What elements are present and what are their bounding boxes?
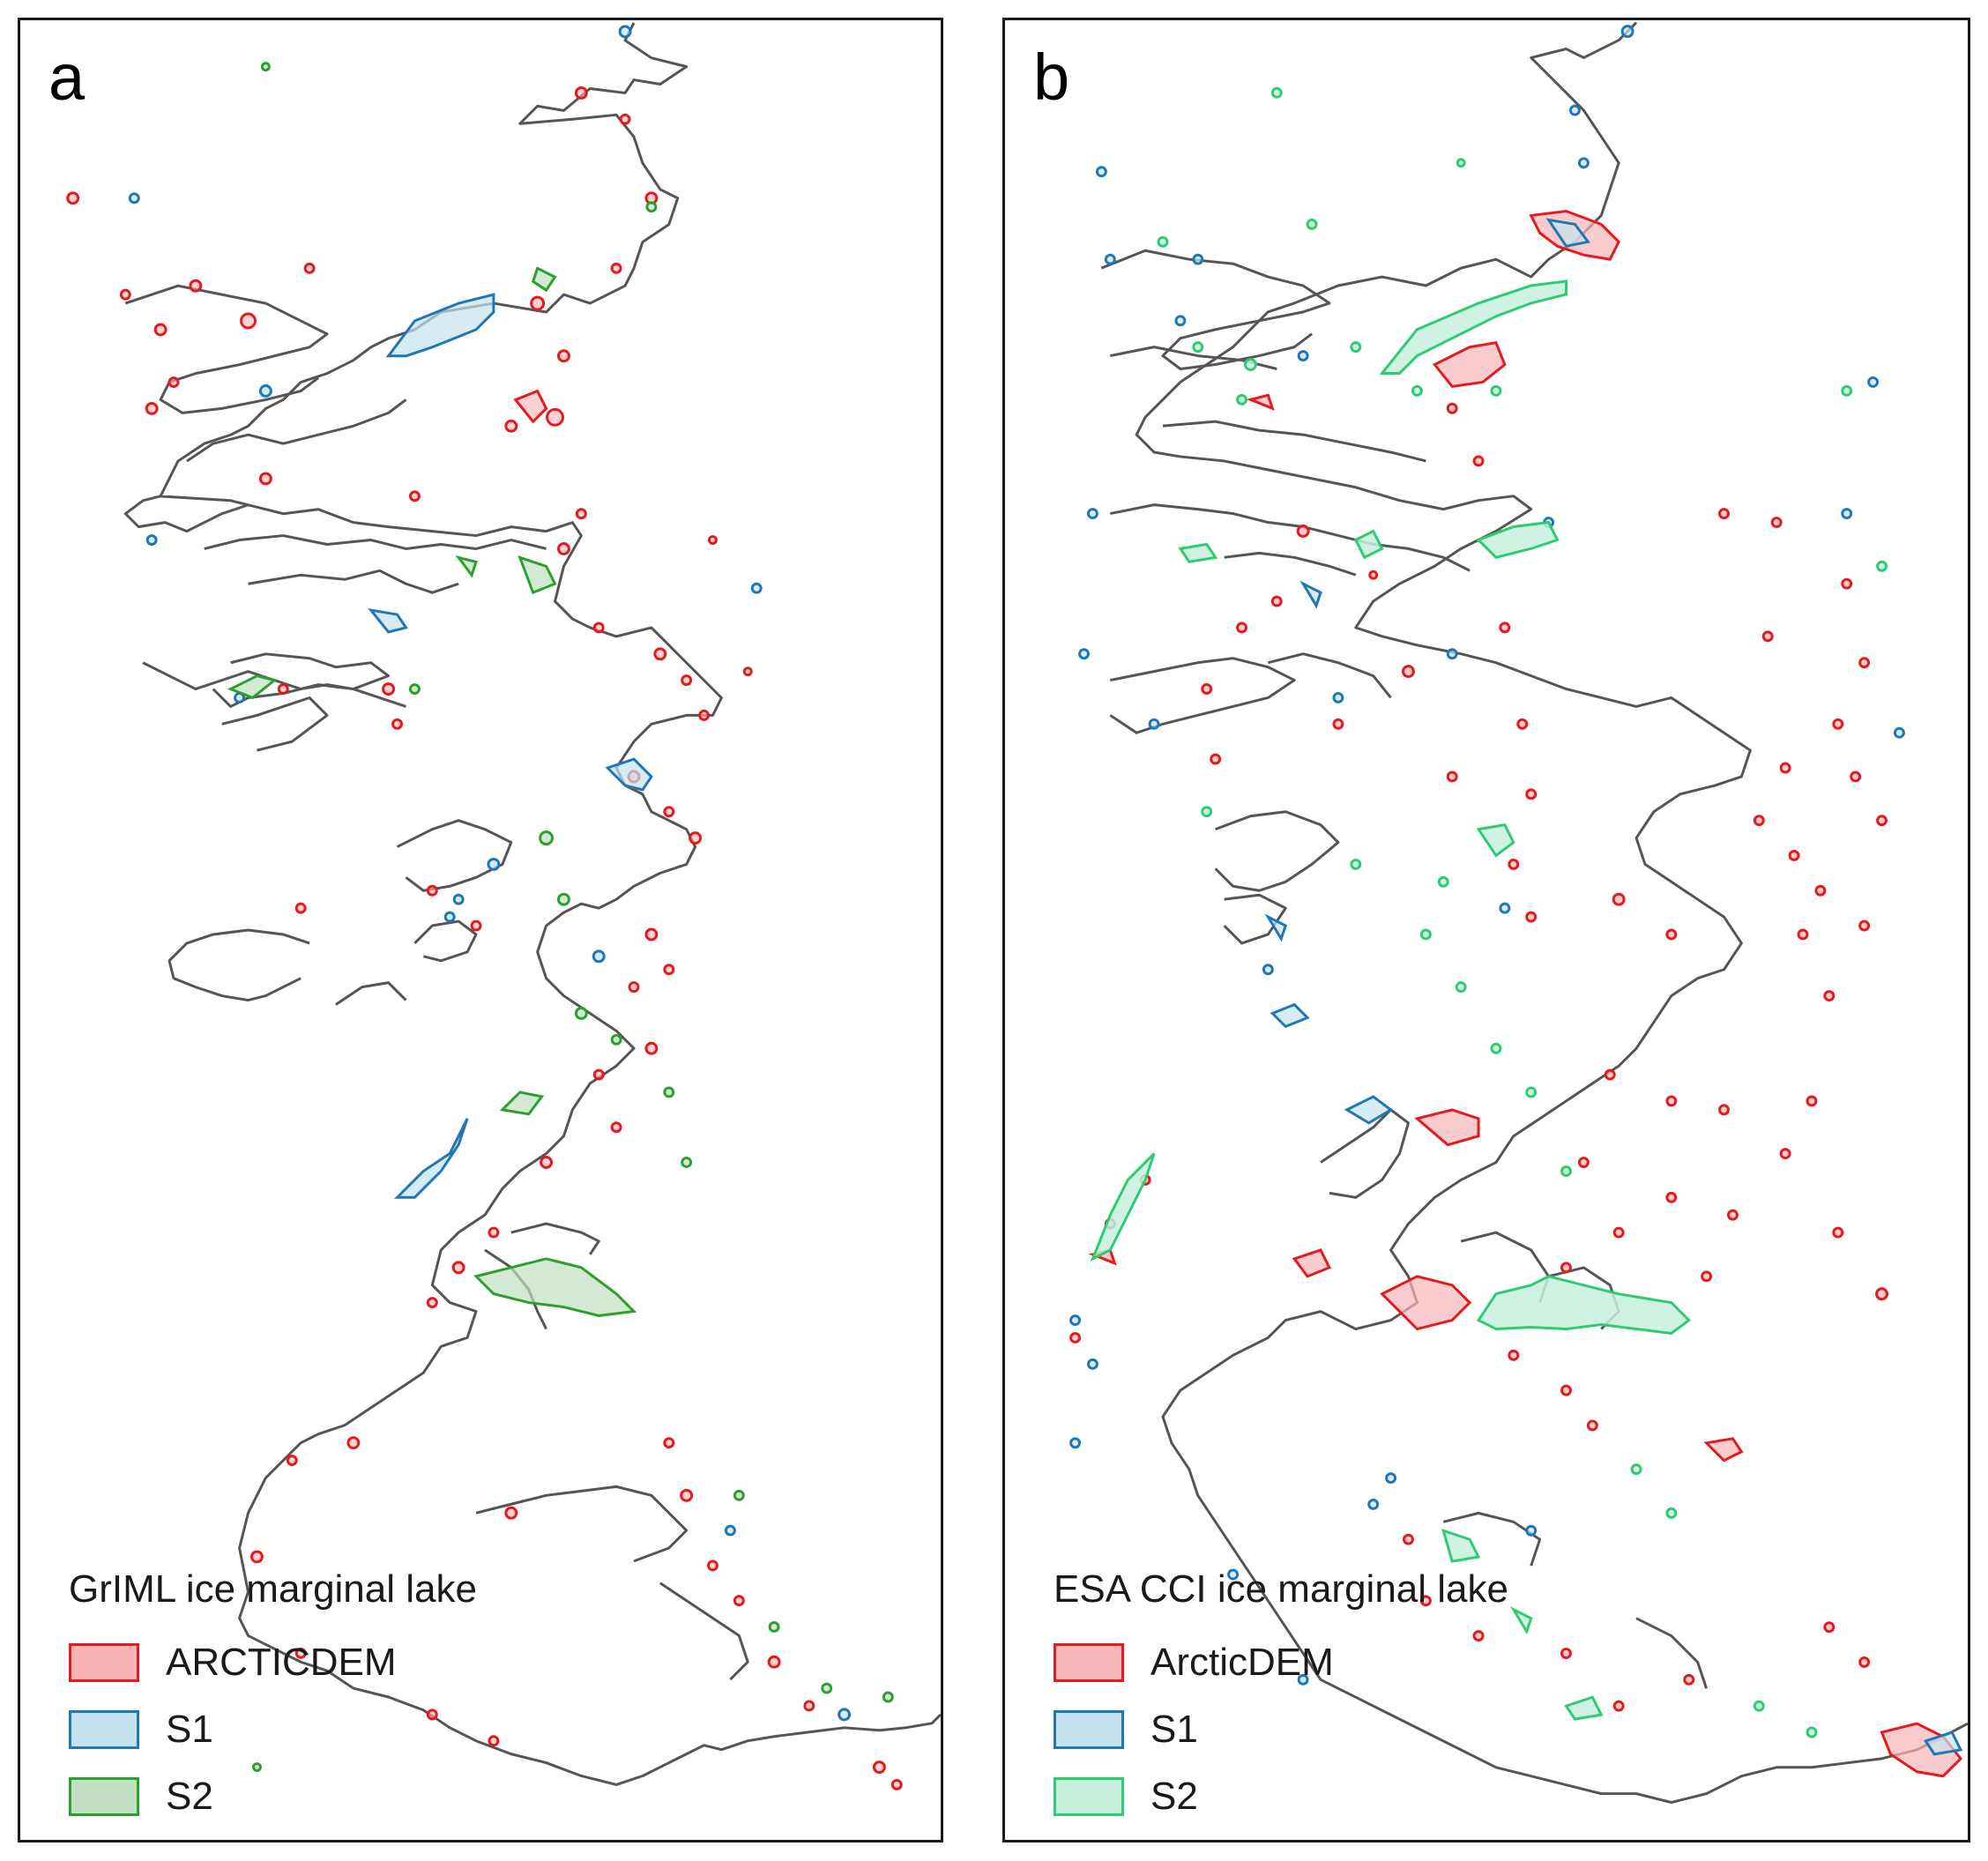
map-panel-b: b ESA CCI ice marginal lake ArcticDEM S1… [1002,18,1970,1842]
lake-map-b [1069,21,1968,1805]
legend-a: GrIML ice marginal lake ARCTICDEM S1 S2 [69,1567,477,1830]
legend-item-arcticdem: ArcticDEM [1054,1629,1508,1696]
legend-item-s2: S2 [1054,1763,1508,1830]
ice-margin-line [1100,21,1968,1805]
legend-swatch [1054,1643,1124,1682]
legend-title: ESA CCI ice marginal lake [1054,1567,1508,1611]
legend-b: ESA CCI ice marginal lake ArcticDEM S1 S… [1054,1567,1508,1830]
arcticdem-lakes [1069,209,1963,1778]
legend-swatch [1054,1710,1124,1749]
s1-lakes [128,25,852,1722]
panel-letter-b: b [1033,41,1070,114]
legend-label: S2 [1150,1775,1198,1818]
legend-label: S1 [1150,1708,1198,1751]
s2-lakes [227,62,894,1773]
legend-swatch [69,1710,139,1749]
legend-item-arcticdem: ARCTICDEM [69,1629,477,1696]
legend-item-s1: S1 [1054,1696,1508,1763]
s1-lakes [1069,25,1963,1756]
legend-label: ARCTICDEM [166,1641,397,1684]
panel-letter-a: a [48,41,86,114]
s2-lakes [1090,86,1887,1738]
legend-swatch [1054,1777,1124,1816]
legend-swatch [69,1777,139,1816]
legend-label: S2 [166,1775,213,1818]
arcticdem-lakes [66,86,903,1790]
legend-item-s1: S1 [69,1696,477,1763]
legend-label: S1 [166,1708,213,1751]
legend-title: GrIML ice marginal lake [69,1567,477,1611]
legend-label: ArcticDEM [1150,1641,1334,1684]
ice-margin-line [123,22,941,1786]
lake-map-a [66,22,941,1790]
map-panel-a: a GrIML ice marginal lake ARCTICDEM S1 S… [18,18,943,1842]
legend-swatch [69,1643,139,1682]
legend-item-s2: S2 [69,1763,477,1830]
